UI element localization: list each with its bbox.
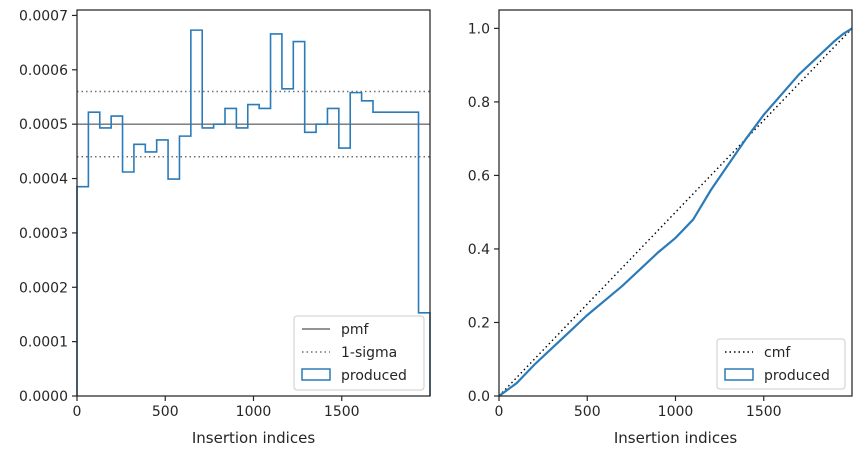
histogram-y-tick-label: 0.0002: [19, 280, 68, 296]
cumulative-y-tick-label: 0.0: [468, 389, 490, 405]
histogram-y-tick-label: 0.0006: [19, 63, 68, 79]
legend-cmf-label: cmf: [764, 345, 791, 361]
cumulative-x-tick-label: 1000: [658, 404, 694, 420]
histogram-ticks: 0 500 1000 1500 0.0000 0.0001 0.0002 0.0003 0.00…: [19, 8, 360, 420]
cumulative-legend: cmf produced: [716, 338, 846, 390]
cumulative-y-tick-label: 1.0: [468, 21, 490, 37]
histogram-marks: [76, 29, 431, 396]
histogram-legend-box: [293, 315, 425, 391]
cumulative-ticks: 0 500 1000 1500 0.0 0.2 0.4 0.6 0.8 1.0: [468, 21, 782, 420]
histogram-y-tick-label: 0.0005: [19, 117, 68, 133]
histogram-y-tick-label: 0.0003: [19, 226, 68, 242]
histogram-y-tick-label: 0.0007: [19, 8, 68, 24]
cumulative-y-tick-label: 0.4: [468, 242, 490, 258]
histogram-y-tick-label: 0.0000: [19, 389, 68, 405]
produced-cumulative-line: [498, 27, 853, 397]
histogram-x-tick-label: 500: [152, 404, 179, 420]
produced-histogram: [76, 29, 431, 396]
cumulative-y-tick-label: 0.6: [468, 168, 490, 184]
legend-1-sigma-label: 1-sigma: [341, 345, 397, 361]
histogram-x-tick-label: 1500: [324, 404, 360, 420]
cumulative-x-tick-label: 1500: [746, 404, 782, 420]
cumulative-y-tick-label: 0.8: [468, 95, 490, 111]
histogram-y-tick-label: 0.0004: [19, 172, 68, 188]
legend-pmf-label: pmf: [341, 322, 370, 338]
legend-produced-label: produced: [764, 368, 830, 384]
legend-produced-swatch: [724, 368, 754, 381]
legend-produced-label: produced: [341, 368, 407, 384]
cumulative-marks: [498, 27, 853, 397]
cumulative-x-axis-label: Insertion indices: [614, 429, 737, 447]
cumulative-panel: 0 500 1000 1500 0.0 0.2 0.4 0.6 0.8 1.0 Insertion…: [468, 9, 853, 447]
cumulative-x-tick-label: 500: [574, 404, 601, 420]
cumulative-frame: [498, 9, 853, 397]
histogram-x-tick-label: 0: [73, 404, 82, 420]
histogram-x-axis-label: Insertion indices: [192, 429, 315, 447]
histogram-y-tick-label: 0.0001: [19, 335, 68, 351]
cumulative-y-tick-label: 0.2: [468, 315, 490, 331]
cumulative-x-tick-label: 0: [495, 404, 504, 420]
histogram-legend: pmf 1-sigma produced: [293, 315, 425, 391]
histogram-x-tick-label: 1000: [236, 404, 272, 420]
legend-produced-swatch: [301, 368, 331, 381]
histogram-panel: 0 500 1000 1500 0.0000 0.0001 0.0002 0.0003 0.00…: [19, 8, 431, 447]
